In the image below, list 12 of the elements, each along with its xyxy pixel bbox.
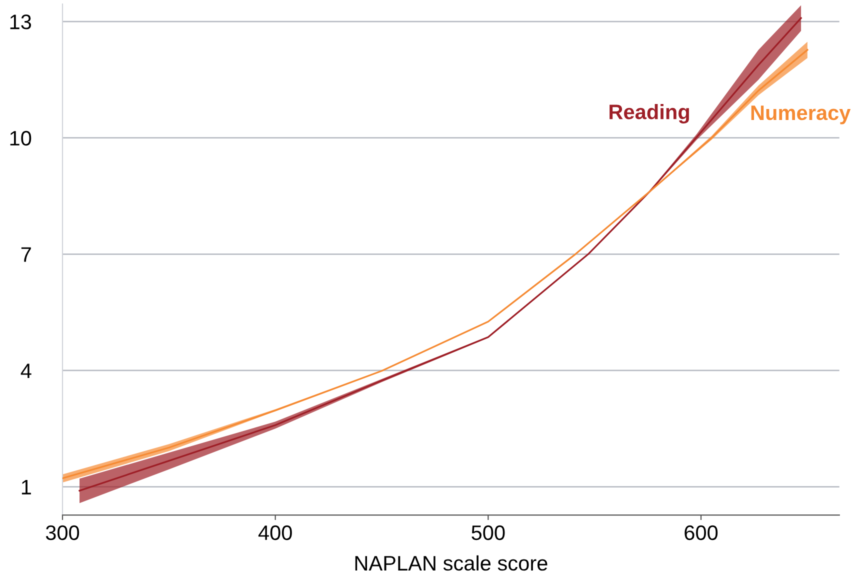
x-tick-label: 500 — [472, 525, 505, 540]
x-axis-title: NAPLAN scale score — [355, 555, 548, 571]
y-tick-label: 1 — [22, 480, 31, 494]
x-tick-label: 400 — [258, 525, 292, 540]
y-tick-label: 10 — [10, 130, 32, 146]
y-tick-label: 4 — [20, 364, 32, 378]
y-tick-label: 7 — [21, 247, 31, 262]
y-tick-label: 13 — [10, 14, 32, 30]
x-tick-label: 300 — [46, 525, 80, 540]
series-label: Reading — [610, 104, 689, 124]
x-tick-label: 600 — [684, 525, 718, 540]
series-label: Numeracy — [751, 106, 851, 124]
